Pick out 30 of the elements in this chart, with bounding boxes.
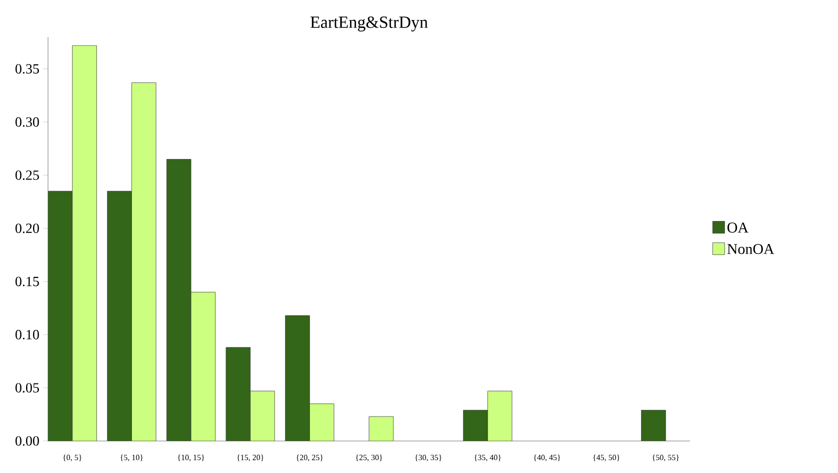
bar [190,292,216,441]
legend-label: NonOA [727,244,774,254]
x-tick-label: {40, 45} [534,454,560,462]
y-tick-label: 0.15 [16,276,39,286]
bar [309,404,334,441]
y-tick-label: 0.35 [16,64,39,74]
x-tick-label: {50, 55} [652,454,679,462]
bar [250,390,275,441]
legend-label: OA [727,222,748,233]
x-tick-label: {35, 40} [474,454,501,462]
y-tick-label: 0.30 [16,117,39,127]
chart-title: EartEng&StrDyn [310,16,428,32]
y-tick-label: 0.25 [16,170,39,180]
bar [641,410,666,441]
x-tick-label: {20, 25} [296,454,323,462]
bar [368,416,394,441]
x-tick-label: {5, 10} [120,454,143,462]
x-tick-label: {15, 20} [237,454,264,462]
x-tick-label: {0, 5} [63,454,82,462]
y-tick-label: 0.05 [16,383,39,393]
y-tick-label: 0.10 [16,330,39,340]
y-tick-label: 0.20 [16,224,39,234]
bar [72,45,97,441]
x-tick-label: {30, 35} [415,454,442,462]
bar [487,390,512,441]
y-tick-label: 0.00 [16,436,39,446]
x-tick-label: {10, 15} [178,454,204,462]
bar [131,82,156,441]
x-tick-label: {25, 30} [356,454,382,462]
x-tick-label: {45, 50} [593,454,620,462]
